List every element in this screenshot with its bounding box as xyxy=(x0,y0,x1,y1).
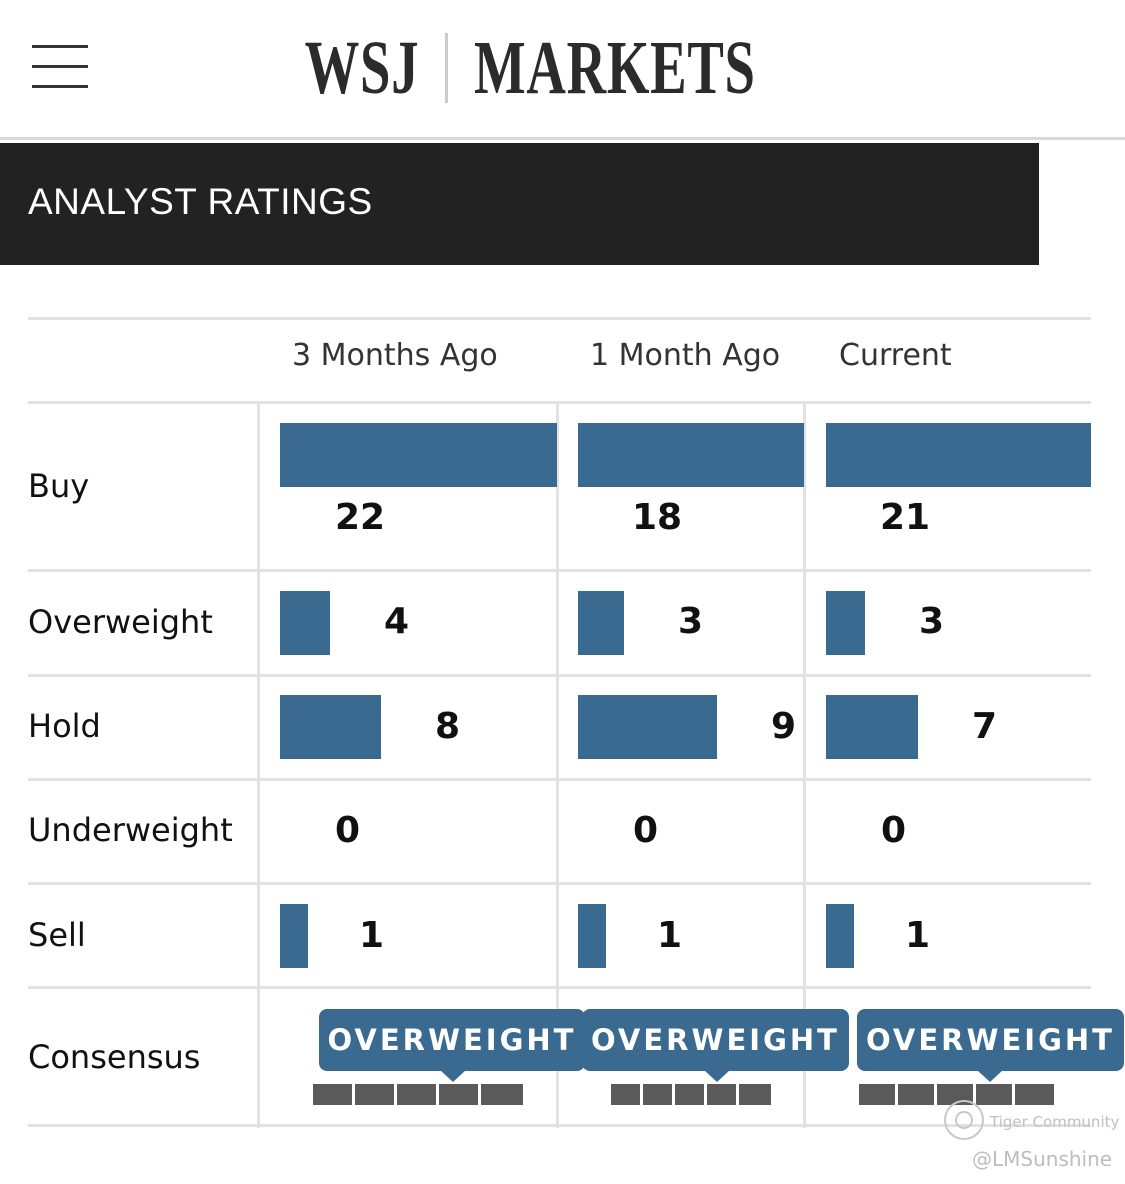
bar-overweight-3-months-ago xyxy=(280,591,330,655)
bar-overweight-current xyxy=(826,591,865,655)
table-divider xyxy=(28,778,1091,781)
value-buy-1-month-ago: 18 xyxy=(632,497,683,538)
consensus-scale-3-months-ago xyxy=(313,1084,523,1105)
consensus-pointer xyxy=(440,1070,466,1082)
menu-icon[interactable] xyxy=(30,40,92,96)
table-divider xyxy=(28,882,1091,885)
value-overweight-1-month-ago: 3 xyxy=(678,601,704,642)
column-divider xyxy=(803,404,806,1128)
value-underweight-3-months-ago: 0 xyxy=(335,810,361,851)
value-hold-1-month-ago: 9 xyxy=(771,706,797,747)
table-divider xyxy=(28,569,1091,572)
bar-hold-1-month-ago xyxy=(578,695,717,759)
column-divider xyxy=(556,404,559,1128)
value-overweight-3-months-ago: 4 xyxy=(384,601,410,642)
column-header-current: Current xyxy=(839,338,952,373)
row-label-sell: Sell xyxy=(28,916,86,954)
bar-buy-1-month-ago xyxy=(578,423,804,487)
row-label-consensus: Consensus xyxy=(28,1038,201,1076)
bar-sell-3-months-ago xyxy=(280,904,308,968)
value-underweight-1-month-ago: 0 xyxy=(633,810,659,851)
consensus-badge-3-months-ago: OVERWEIGHT xyxy=(319,1009,585,1071)
consensus-pointer xyxy=(977,1070,1003,1082)
brand-wsj: WSJ xyxy=(304,26,419,110)
column-header-1-month-ago: 1 Month Ago xyxy=(590,338,781,373)
bar-buy-current xyxy=(826,423,1091,487)
value-buy-current: 21 xyxy=(880,497,931,538)
section-banner: ANALYST RATINGS xyxy=(0,143,1039,265)
value-hold-3-months-ago: 8 xyxy=(435,706,461,747)
consensus-pointer xyxy=(704,1070,730,1082)
watermark-community: Tiger Community xyxy=(990,1113,1120,1131)
table-divider xyxy=(28,674,1091,677)
column-divider xyxy=(257,404,260,1128)
brand-markets: MARKETS xyxy=(474,26,756,110)
bar-overweight-1-month-ago xyxy=(578,591,624,655)
value-sell-3-months-ago: 1 xyxy=(359,915,385,956)
header-divider xyxy=(0,137,1125,140)
value-underweight-current: 0 xyxy=(881,810,907,851)
wsj-markets-logo[interactable]: WSJ MARKETS xyxy=(0,28,1125,108)
tiger-community-logo-icon xyxy=(944,1100,984,1140)
value-hold-current: 7 xyxy=(972,706,998,747)
bar-sell-1-month-ago xyxy=(578,904,606,968)
row-label-overweight: Overweight xyxy=(28,603,213,641)
row-label-buy: Buy xyxy=(28,467,90,505)
value-sell-1-month-ago: 1 xyxy=(657,915,683,956)
section-title: ANALYST RATINGS xyxy=(28,181,373,222)
table-divider xyxy=(28,986,1091,989)
row-label-underweight: Underweight xyxy=(28,811,233,849)
value-buy-3-months-ago: 22 xyxy=(335,497,386,538)
consensus-badge-1-month-ago: OVERWEIGHT xyxy=(582,1009,849,1071)
column-header-3-months-ago: 3 Months Ago xyxy=(292,338,498,373)
row-label-hold: Hold xyxy=(28,707,101,745)
logo-divider xyxy=(445,33,448,103)
value-overweight-current: 3 xyxy=(919,601,945,642)
table-divider xyxy=(28,317,1091,320)
watermark-user: @LMSunshine xyxy=(972,1147,1113,1171)
consensus-scale-current xyxy=(859,1084,1054,1105)
bar-hold-3-months-ago xyxy=(280,695,381,759)
bar-buy-3-months-ago xyxy=(280,423,557,487)
table-divider xyxy=(28,401,1091,404)
table-divider xyxy=(28,1124,1091,1127)
consensus-scale-1-month-ago xyxy=(611,1084,771,1105)
bar-sell-current xyxy=(826,904,854,968)
consensus-badge-current: OVERWEIGHT xyxy=(857,1009,1124,1071)
bar-hold-current xyxy=(826,695,918,759)
value-sell-current: 1 xyxy=(905,915,931,956)
